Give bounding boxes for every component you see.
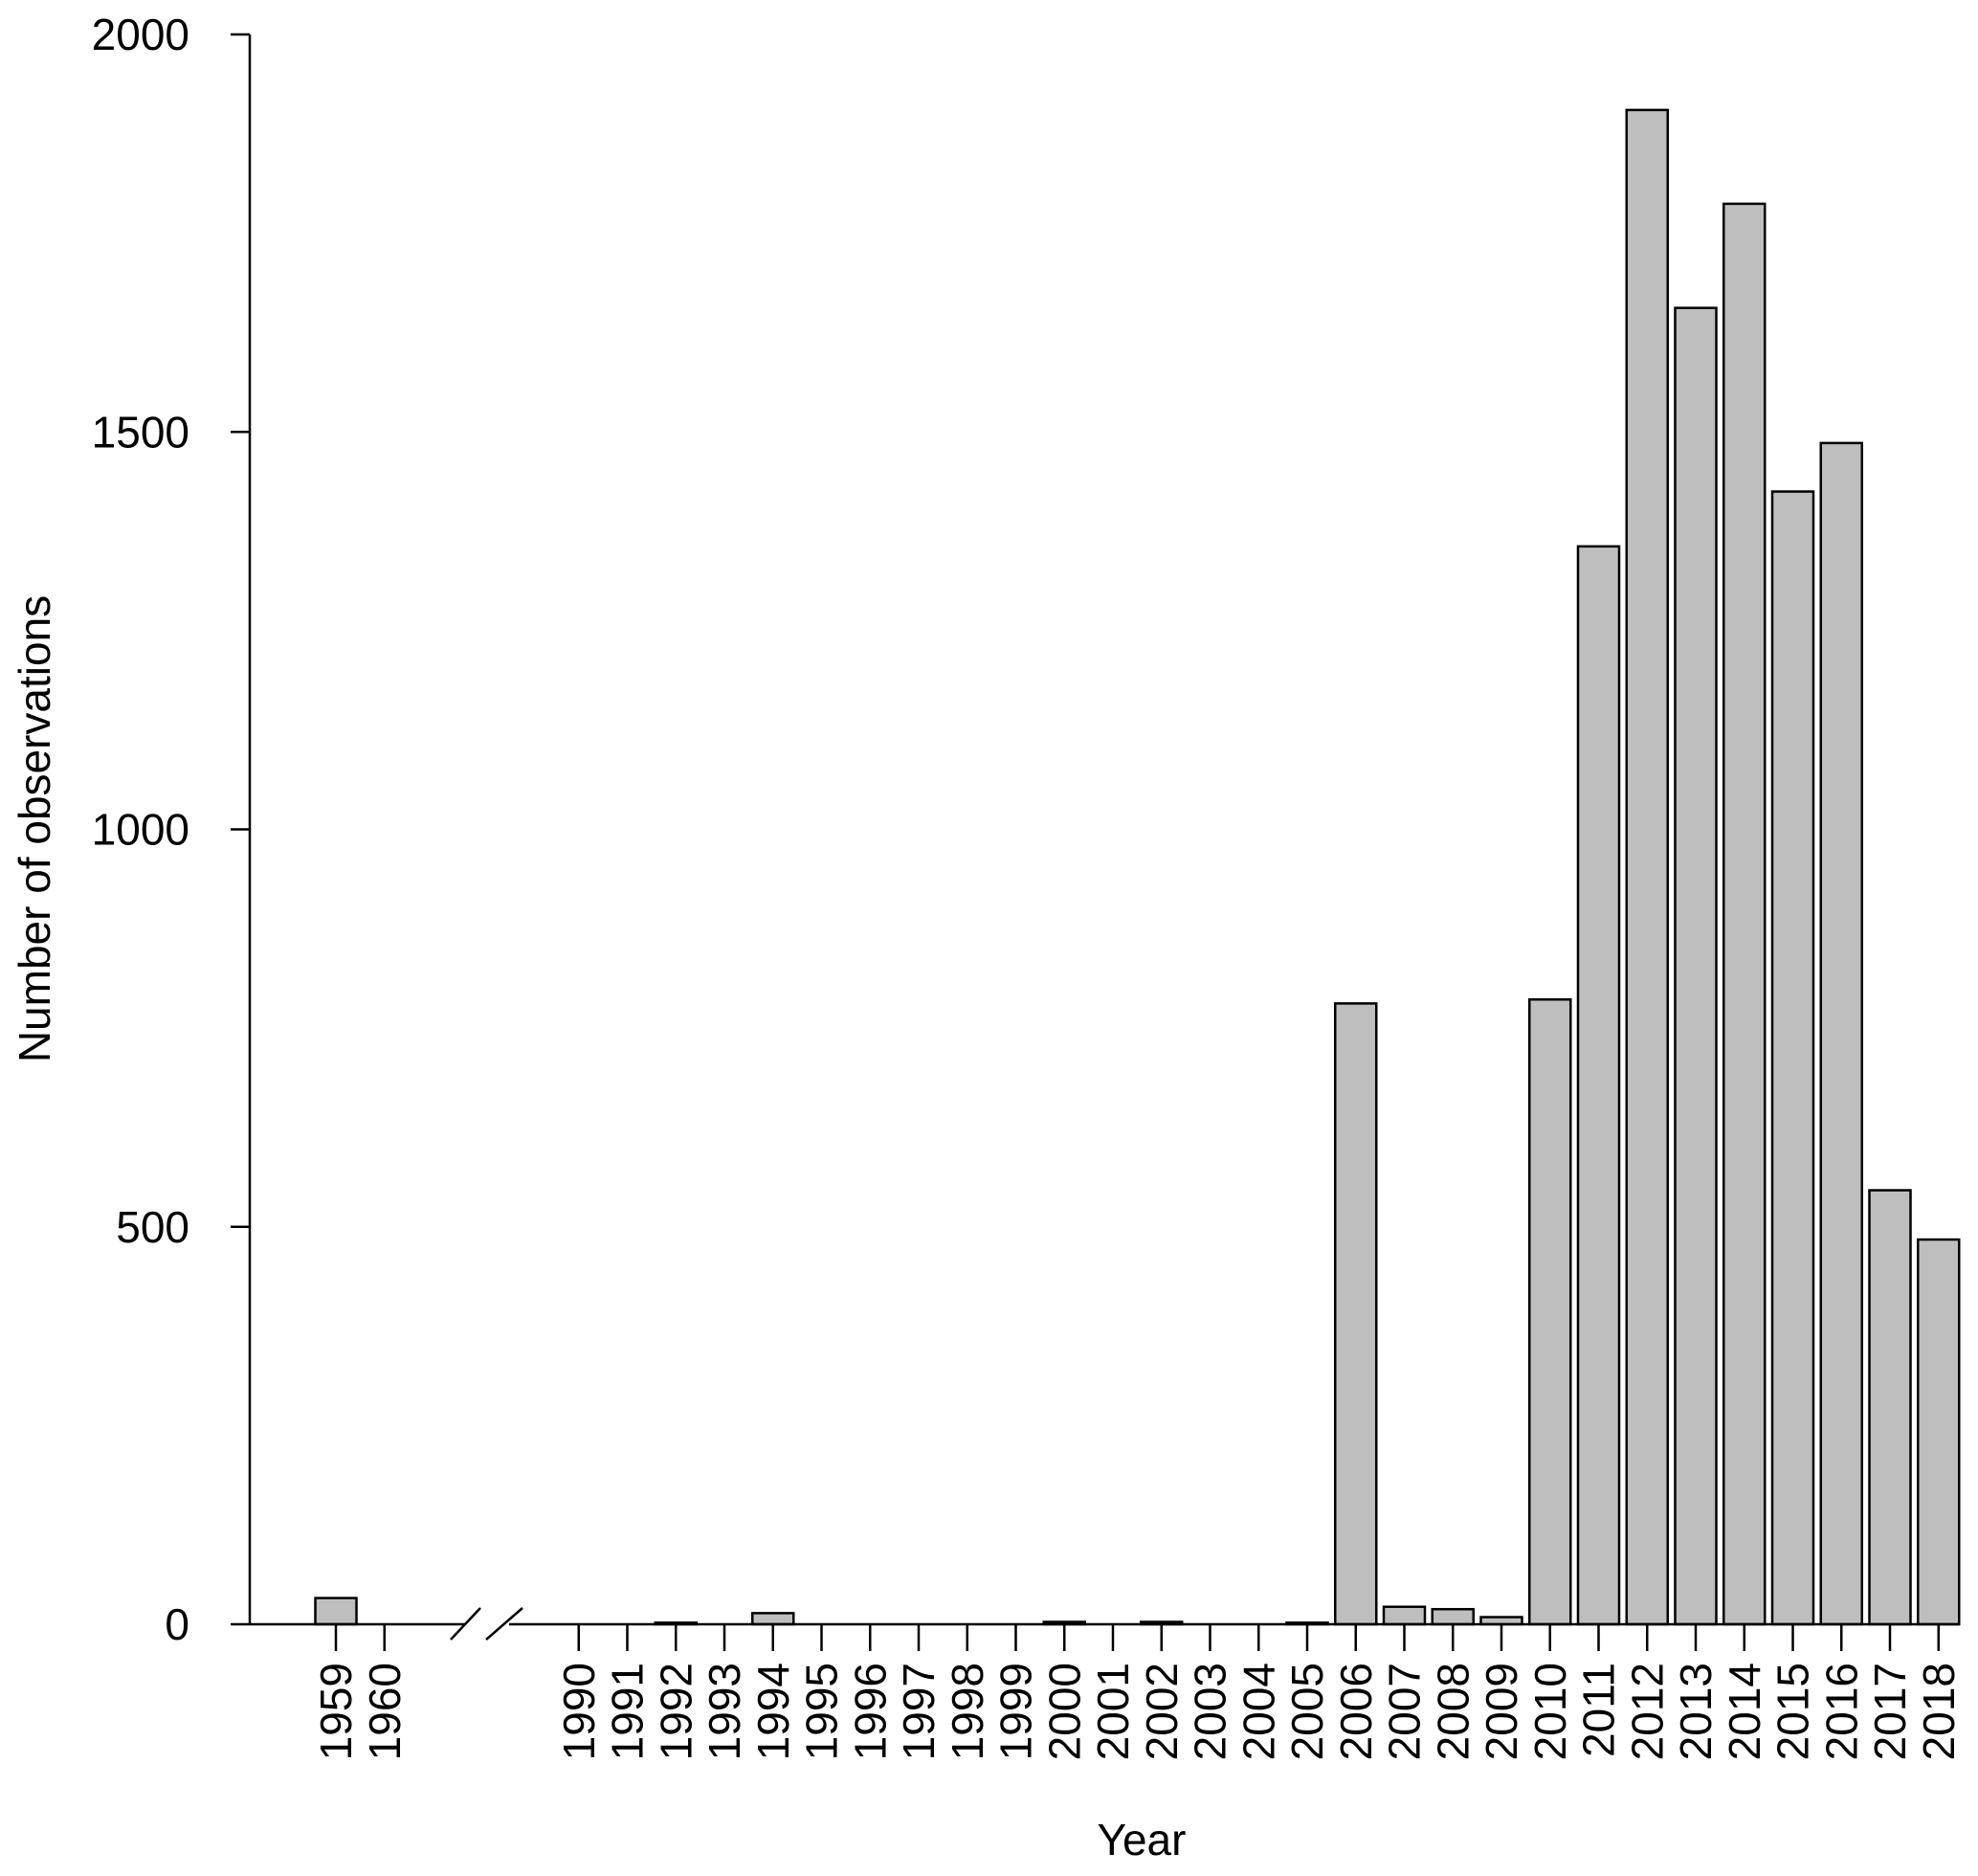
x-tick-label: 1959 xyxy=(311,1663,361,1760)
x-tick-label: 2008 xyxy=(1428,1663,1478,1760)
y-tick-label: 0 xyxy=(165,1599,189,1649)
x-tick-label: 1993 xyxy=(700,1663,749,1760)
y-tick-label: 1500 xyxy=(92,407,189,457)
x-tick-label: 1992 xyxy=(651,1663,700,1760)
bar-2006 xyxy=(1334,1002,1378,1626)
bar-1994 xyxy=(751,1612,795,1626)
bar-2012 xyxy=(1625,108,1669,1626)
x-tick-label: 1995 xyxy=(797,1663,847,1760)
y-tick-label: 2000 xyxy=(92,10,189,59)
x-tick-label: 2014 xyxy=(1720,1663,1769,1760)
bar-2018 xyxy=(1917,1238,1961,1626)
y-axis-label: Number of observations xyxy=(10,595,59,1062)
x-tick-label: 2010 xyxy=(1525,1663,1575,1760)
axis-break-mark xyxy=(450,1607,481,1641)
x-tick-label: 2015 xyxy=(1768,1663,1818,1760)
x-tick-label: 1996 xyxy=(845,1663,895,1760)
bar-2011 xyxy=(1576,545,1621,1626)
x-tick-label: 2011 xyxy=(1574,1663,1624,1757)
x-tick-label: 2006 xyxy=(1331,1663,1381,1760)
x-tick-label: 2001 xyxy=(1088,1663,1138,1760)
x-tick-label: 1998 xyxy=(943,1663,992,1760)
x-tick-label: 2018 xyxy=(1914,1663,1964,1760)
x-tick-label: 1994 xyxy=(748,1663,798,1760)
x-tick-label: 2003 xyxy=(1186,1663,1235,1760)
x-axis-label: Year xyxy=(1098,1815,1187,1865)
bar-2008 xyxy=(1431,1607,1475,1626)
x-tick-label: 2004 xyxy=(1233,1663,1283,1760)
bar-2014 xyxy=(1722,202,1767,1626)
bar-2017 xyxy=(1868,1189,1912,1626)
x-tick-label: 1999 xyxy=(991,1663,1041,1760)
x-tick-label: 1997 xyxy=(894,1663,944,1760)
bar-2015 xyxy=(1770,490,1815,1626)
x-tick-label: 2005 xyxy=(1282,1663,1332,1760)
y-tick-label: 500 xyxy=(116,1202,189,1252)
x-tick-label: 2013 xyxy=(1671,1663,1721,1760)
x-tick-label: 1960 xyxy=(360,1663,410,1760)
x-tick-label: 1990 xyxy=(554,1663,604,1760)
bar-2013 xyxy=(1674,306,1718,1626)
x-tick-label: 2017 xyxy=(1865,1663,1915,1760)
y-tick-label: 1000 xyxy=(92,805,189,855)
x-tick-label: 2016 xyxy=(1816,1663,1866,1760)
x-tick-label: 2007 xyxy=(1380,1663,1430,1760)
x-tick-label: 2009 xyxy=(1477,1663,1526,1760)
bar-2016 xyxy=(1819,441,1863,1626)
axis-break-mark xyxy=(485,1607,523,1641)
bar-2007 xyxy=(1382,1605,1427,1626)
bar-1959 xyxy=(314,1597,358,1626)
x-tick-label: 2002 xyxy=(1137,1663,1187,1760)
x-tick-label: 2000 xyxy=(1039,1663,1089,1760)
bar-2010 xyxy=(1528,997,1572,1626)
x-tick-label: 2012 xyxy=(1622,1663,1672,1760)
x-tick-label: 1991 xyxy=(603,1663,653,1760)
